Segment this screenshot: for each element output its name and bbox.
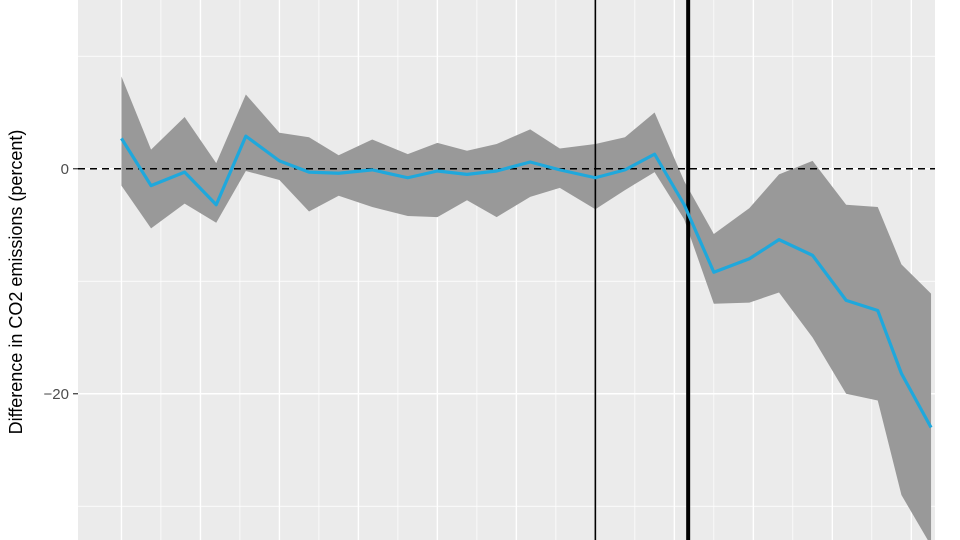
- event-lines: [594, 0, 691, 540]
- y-axis-ticks: −20 0: [44, 161, 78, 403]
- confidence-band-area: [121, 76, 932, 540]
- y-tick-label: −20: [44, 386, 69, 403]
- estimate-series-line: [120, 134, 933, 429]
- y-axis-title: Difference in CO2 emissions (percent): [6, 130, 26, 435]
- y-tick-label: 0: [61, 161, 69, 178]
- confidence-band: [121, 76, 932, 540]
- estimate-line: [120, 134, 933, 429]
